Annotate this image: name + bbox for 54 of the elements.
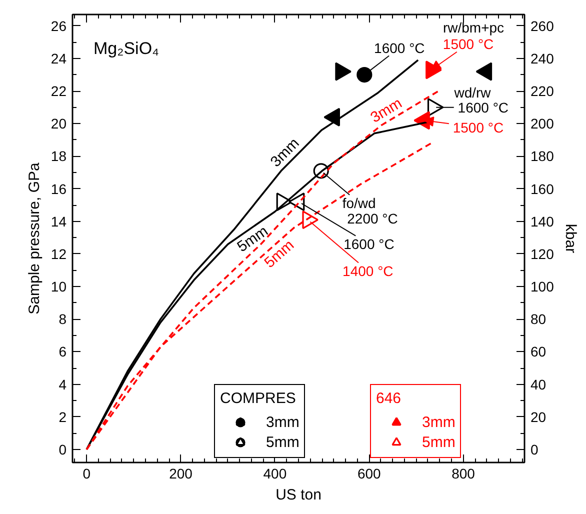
y-tick-label: 4 xyxy=(58,376,67,392)
y-tick-label: 2 xyxy=(58,408,67,425)
y-tick-label: 14 xyxy=(50,213,67,230)
y-tick-label: 0 xyxy=(58,441,67,458)
annotation: fo/wd xyxy=(342,194,376,211)
y2-tick-label: 100 xyxy=(530,278,554,295)
x-tick-label: 800 xyxy=(452,466,476,482)
y-tick-label: 26 xyxy=(50,18,67,34)
legend-label: 5mm xyxy=(266,434,300,450)
y2-tick-label: 120 xyxy=(530,246,554,262)
x-tick-label: 400 xyxy=(263,466,287,482)
annotation: 1600 °C xyxy=(344,236,394,252)
legend-label: 3mm xyxy=(422,414,456,430)
annotation: 1500 °C xyxy=(452,119,504,136)
x-axis-title: US ton xyxy=(276,486,322,504)
annotation: 1600 °C xyxy=(458,99,509,116)
text: 646 xyxy=(376,390,402,407)
y2-tick-label: 140 xyxy=(530,213,554,230)
x-tick-label: 600 xyxy=(357,466,382,482)
annotation: 2200 °C xyxy=(347,210,398,226)
legend-label: 5mm xyxy=(422,434,456,450)
annotation: 1400 °C xyxy=(342,262,394,279)
y-tick-label: 10 xyxy=(50,278,67,295)
y2-axis-title: kbar xyxy=(562,224,579,254)
y2-tick-label: 260 xyxy=(530,18,554,34)
y2-tick-label: 200 xyxy=(530,116,554,132)
y-tick-label: 6 xyxy=(58,344,67,360)
x-tick-label: 0 xyxy=(82,466,91,482)
y2-tick-label: 40 xyxy=(530,376,546,392)
annotation: Mg₂SiO₄ xyxy=(94,39,160,58)
text: 3mm xyxy=(368,94,406,126)
y2-tick-label: 220 xyxy=(530,83,554,100)
annotation: 1600 °C xyxy=(374,40,425,56)
y2-tick-label: 60 xyxy=(530,344,546,360)
text: COMPRES xyxy=(220,390,296,407)
y2-tick-label: 240 xyxy=(530,50,554,66)
y-tick-label: 12 xyxy=(50,246,67,262)
y2-tick-label: 180 xyxy=(530,148,554,164)
y2-tick-label: 160 xyxy=(530,180,554,197)
y-tick-label: 16 xyxy=(50,180,67,197)
annotation: 1500 °C xyxy=(442,36,494,52)
y-axis-title: Sample pressure, GPa xyxy=(26,162,43,314)
y2-tick-label: 0 xyxy=(530,441,538,458)
x-tick-label: 200 xyxy=(169,466,193,482)
y-tick-label: 24 xyxy=(50,50,67,66)
y-tick-label: 8 xyxy=(58,311,67,328)
y-tick-label: 18 xyxy=(50,148,67,164)
y2-tick-label: 80 xyxy=(530,311,546,328)
y-tick-label: 20 xyxy=(50,116,67,132)
y-tick-label: 22 xyxy=(50,83,67,100)
y2-tick-label: 20 xyxy=(530,408,546,425)
annotation: rw/bm+pc xyxy=(442,20,504,36)
legend-label: 3mm xyxy=(266,414,300,430)
annotation: wd/rw xyxy=(453,84,492,100)
